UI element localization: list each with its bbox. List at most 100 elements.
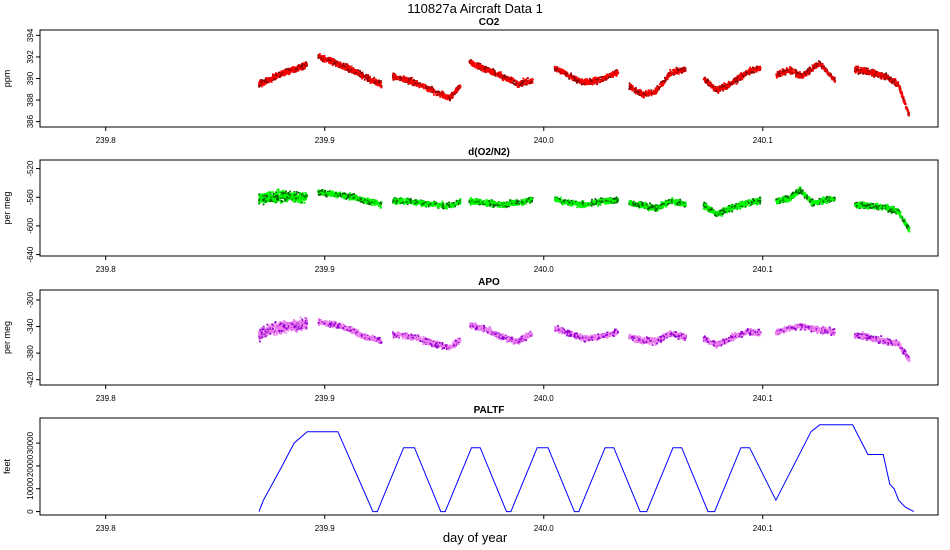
data-point — [745, 70, 748, 73]
data-point — [615, 69, 618, 71]
data-point — [594, 76, 597, 79]
data-point — [299, 202, 302, 204]
data-point — [795, 75, 798, 78]
data-point — [529, 82, 532, 85]
data-point — [580, 83, 583, 86]
data-point — [276, 189, 279, 191]
data-point — [291, 195, 294, 198]
data-point — [278, 73, 280, 76]
data-point — [345, 63, 347, 65]
data-point — [531, 81, 534, 84]
data-point — [281, 193, 284, 196]
data-point — [428, 89, 431, 92]
data-point — [279, 202, 282, 204]
data-point — [518, 84, 521, 87]
data-point — [494, 73, 496, 76]
data-point — [613, 73, 615, 75]
data-point — [327, 57, 329, 60]
data-point — [637, 91, 640, 93]
data-point — [302, 192, 305, 195]
data-point — [703, 79, 706, 82]
data-point — [515, 84, 518, 86]
data-point — [801, 74, 804, 77]
data-point — [808, 66, 811, 69]
data-point — [574, 75, 576, 78]
data-point — [442, 206, 444, 208]
data-point — [293, 191, 296, 194]
data-point — [358, 199, 361, 202]
data-point — [431, 87, 434, 90]
data-point — [598, 76, 601, 79]
data-point — [905, 105, 907, 108]
data-point — [642, 92, 645, 95]
data-point — [725, 88, 727, 90]
data-point — [591, 83, 594, 86]
data-point — [348, 195, 350, 198]
data-point — [347, 69, 350, 71]
data-point — [829, 73, 831, 76]
data-point — [376, 82, 379, 85]
data-point — [442, 207, 444, 210]
series-segment — [258, 61, 308, 88]
data-point — [710, 85, 712, 88]
data-point — [351, 67, 354, 70]
data-point — [711, 85, 714, 88]
data-point — [677, 73, 680, 75]
data-point — [365, 74, 367, 77]
data-point — [284, 73, 287, 76]
data-point — [673, 72, 676, 75]
data-point — [301, 194, 303, 197]
data-point — [607, 73, 610, 76]
data-point — [440, 93, 442, 96]
data-point — [861, 69, 864, 71]
data-point — [356, 73, 359, 76]
data-point — [367, 200, 370, 203]
data-point — [264, 200, 267, 203]
data-point — [352, 195, 355, 197]
data-point — [277, 195, 280, 198]
data-point — [672, 70, 675, 73]
data-point — [406, 80, 409, 82]
data-point — [433, 93, 435, 96]
data-point — [355, 69, 358, 71]
data-point — [448, 201, 450, 204]
data-point — [321, 60, 324, 63]
data-point — [872, 68, 875, 71]
data-point — [290, 196, 292, 199]
data-point — [684, 69, 687, 72]
data-point — [631, 84, 634, 87]
data-point — [632, 87, 635, 90]
data-point — [628, 84, 631, 87]
data-point — [896, 83, 899, 86]
data-point — [479, 64, 482, 66]
data-point — [400, 202, 402, 204]
data-point — [406, 78, 409, 81]
data-point — [318, 192, 320, 195]
data-point — [664, 76, 666, 79]
data-point — [659, 86, 661, 88]
data-point — [667, 75, 669, 77]
data-point — [780, 74, 783, 77]
data-point — [295, 197, 297, 200]
data-point — [833, 76, 836, 79]
data-point — [280, 71, 282, 74]
data-point — [351, 195, 354, 198]
data-point — [669, 74, 672, 77]
data-point — [654, 89, 657, 92]
data-point — [434, 203, 437, 206]
data-point — [285, 70, 288, 73]
data-point — [629, 85, 632, 88]
data-point — [711, 86, 714, 89]
data-point — [511, 81, 514, 84]
data-point — [708, 84, 711, 87]
data-point — [258, 80, 261, 83]
data-point — [365, 198, 368, 200]
data-point — [599, 76, 602, 79]
data-point — [275, 72, 277, 74]
x-tick-label: 239.8 — [96, 136, 117, 145]
data-point — [332, 194, 334, 197]
data-point — [807, 68, 810, 71]
data-point — [429, 90, 432, 93]
data-point — [468, 60, 471, 63]
data-point — [757, 66, 760, 69]
